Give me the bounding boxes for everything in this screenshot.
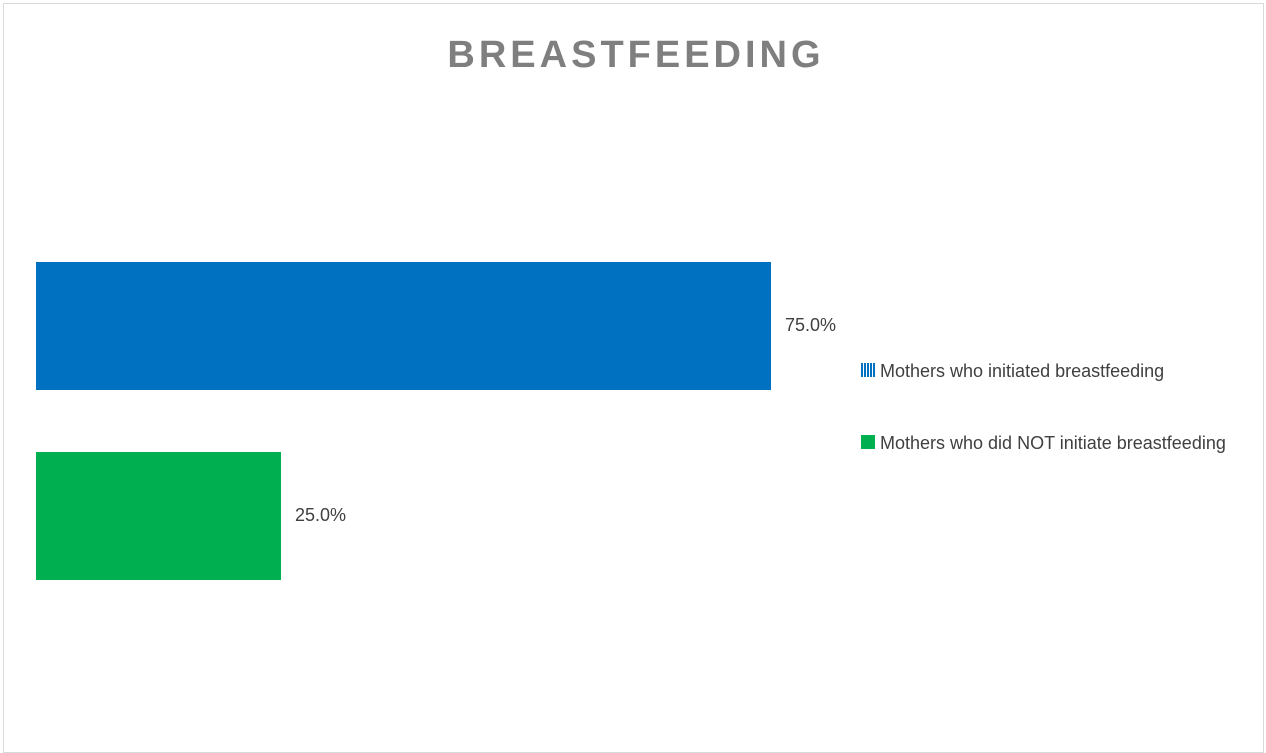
legend-swatch — [861, 363, 875, 377]
data-label: 25.0% — [295, 505, 346, 525]
legend-label: Mothers who did NOT initiate breastfeedi… — [880, 433, 1226, 453]
chart-title: BREASTFEEDING — [447, 34, 824, 76]
legend: Mothers who initiated breastfeeding Mothe… — [861, 355, 1251, 499]
bar — [36, 452, 281, 580]
bar — [36, 262, 771, 390]
legend-item: Mothers who initiated breastfeeding — [861, 355, 1251, 387]
legend-item: Mothers who did NOT initiate breastfeedi… — [861, 427, 1251, 459]
legend-swatch — [861, 435, 875, 449]
legend-label: Mothers who initiated breastfeeding — [880, 361, 1165, 381]
data-label: 75.0% — [785, 315, 836, 335]
